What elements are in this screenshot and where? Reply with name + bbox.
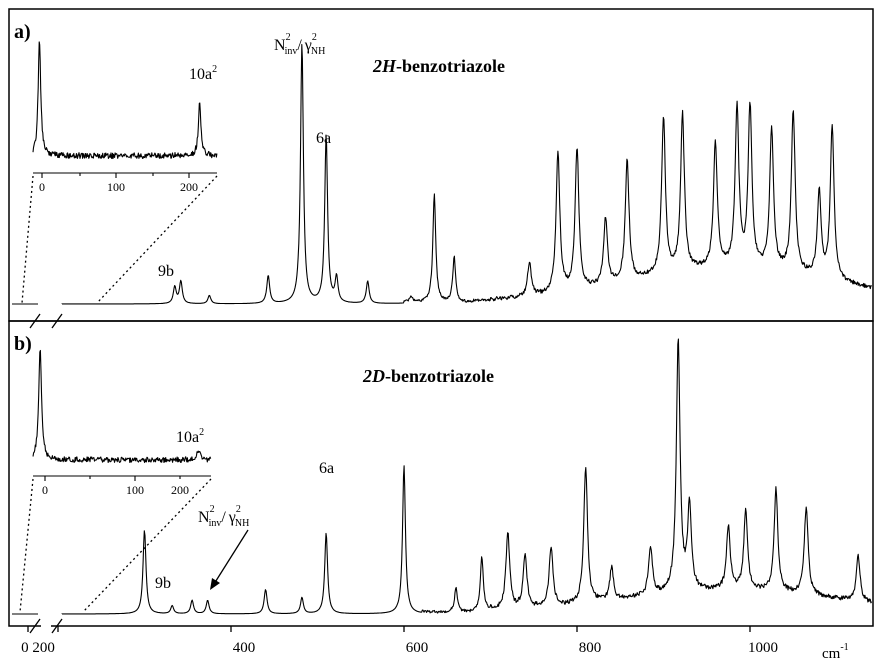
inset-b-tick-100: 100 — [126, 483, 144, 497]
title-2d: 2D-benzotriazole — [362, 366, 494, 386]
panel-a-label: a) — [14, 21, 31, 43]
label-6a-a: 6a — [316, 130, 331, 147]
label-10a2-a: 10a2 — [189, 64, 217, 83]
x-tick-400: 400 — [233, 640, 256, 656]
x-tick-1000: 1000 — [748, 640, 778, 656]
x-tick-600: 600 — [406, 640, 429, 656]
panel-b-label: b) — [14, 333, 32, 355]
label-9b-b: 9b — [155, 575, 171, 592]
zoom-line-a-right — [97, 176, 217, 303]
inset-a-tick-100: 100 — [107, 180, 125, 194]
inset-b-axis — [33, 476, 211, 481]
x-tick-800: 800 — [579, 640, 602, 656]
label-9b-a: 9b — [158, 263, 174, 280]
label-ninv-gamma-a: N2inv/γ2NH — [274, 32, 325, 57]
inset-b-tick-200: 200 — [171, 483, 189, 497]
label-10a2-b: 10a2 — [176, 427, 204, 446]
title-2h: 2H-benzotriazole — [372, 56, 505, 76]
spectrum-2h-trace — [12, 45, 872, 305]
x-ticks-bottom — [28, 626, 750, 632]
label-6a-b: 6a — [319, 460, 334, 477]
arrow-ninv-b — [210, 530, 248, 590]
label-ninv-gamma-b: N2inv/γ2NH — [198, 504, 249, 529]
x-unit-label: cm-1 — [822, 642, 849, 660]
inset-a-axis — [33, 173, 217, 178]
inset-a-tick-0: 0 — [39, 180, 45, 194]
axis-break-gap — [41, 622, 51, 630]
zoom-line-a-left — [22, 176, 33, 303]
zoom-line-b-left — [20, 479, 33, 612]
inset-a-trace — [33, 42, 217, 159]
x-tick-0-200: 0 200 — [21, 640, 55, 656]
inset-b-tick-0: 0 — [42, 483, 48, 497]
inset-a-tick-200: 200 — [180, 180, 198, 194]
